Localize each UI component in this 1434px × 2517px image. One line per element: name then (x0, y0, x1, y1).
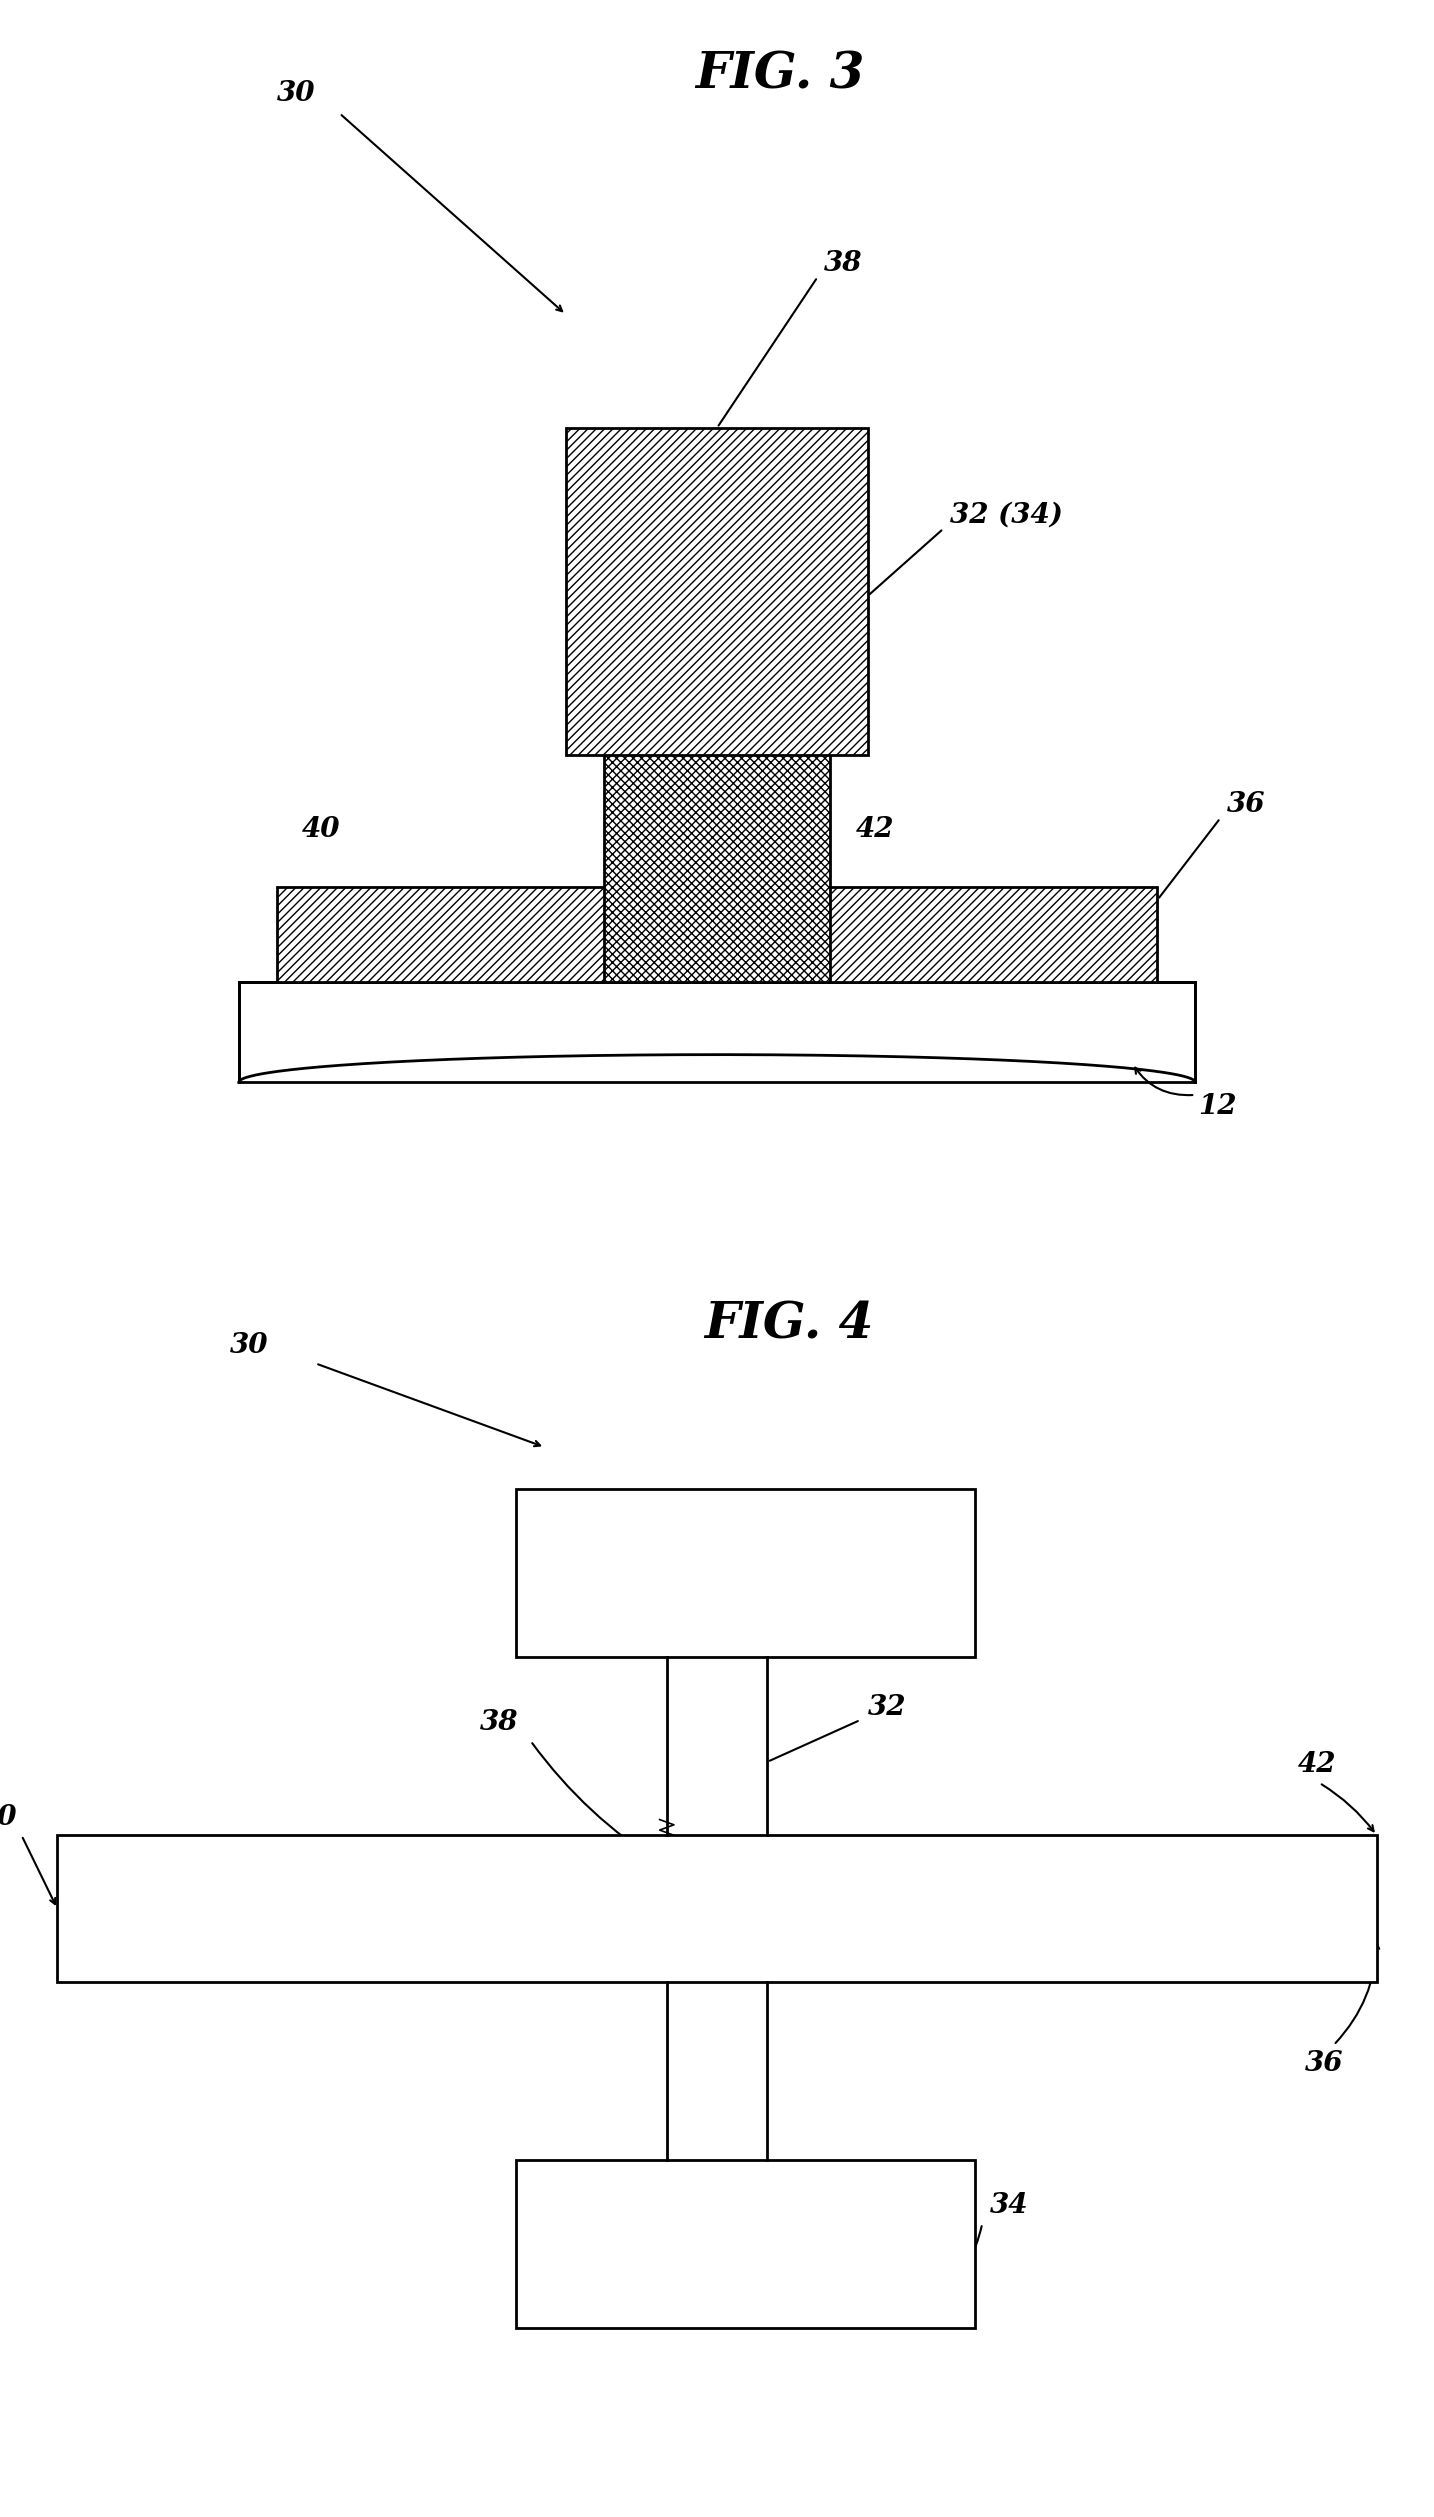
Bar (516, 1490, 975, 1656)
Text: DRAIN: DRAIN (948, 1893, 1065, 1923)
Text: 30: 30 (229, 1331, 268, 1359)
Bar (277, 886, 1157, 982)
Text: 36: 36 (1226, 790, 1265, 818)
Bar (57, 1835, 1377, 1983)
Bar (516, 2160, 975, 2328)
Text: 40: 40 (0, 1805, 17, 1830)
Text: FIG. 3: FIG. 3 (695, 50, 865, 98)
Text: 38: 38 (480, 1709, 519, 1737)
Text: FIG. 4: FIG. 4 (704, 1301, 873, 1349)
Text: 42: 42 (856, 816, 893, 843)
Bar (239, 982, 1195, 1082)
Text: 32: 32 (868, 1694, 906, 1722)
Text: 32 (34): 32 (34) (949, 501, 1063, 529)
Text: SOURCE: SOURCE (274, 1893, 422, 1923)
Text: GATE: GATE (694, 1556, 797, 1591)
Text: GATE: GATE (694, 2228, 797, 2260)
Bar (604, 629, 830, 982)
Text: 30: 30 (277, 81, 315, 106)
Text: 36: 36 (1305, 2051, 1344, 2077)
Bar (566, 428, 868, 755)
Text: 34: 34 (989, 2192, 1028, 2220)
Text: 12: 12 (1197, 1092, 1236, 1120)
Text: 38: 38 (825, 249, 862, 277)
Text: 42: 42 (1298, 1752, 1336, 1780)
Text: 40: 40 (301, 816, 340, 843)
